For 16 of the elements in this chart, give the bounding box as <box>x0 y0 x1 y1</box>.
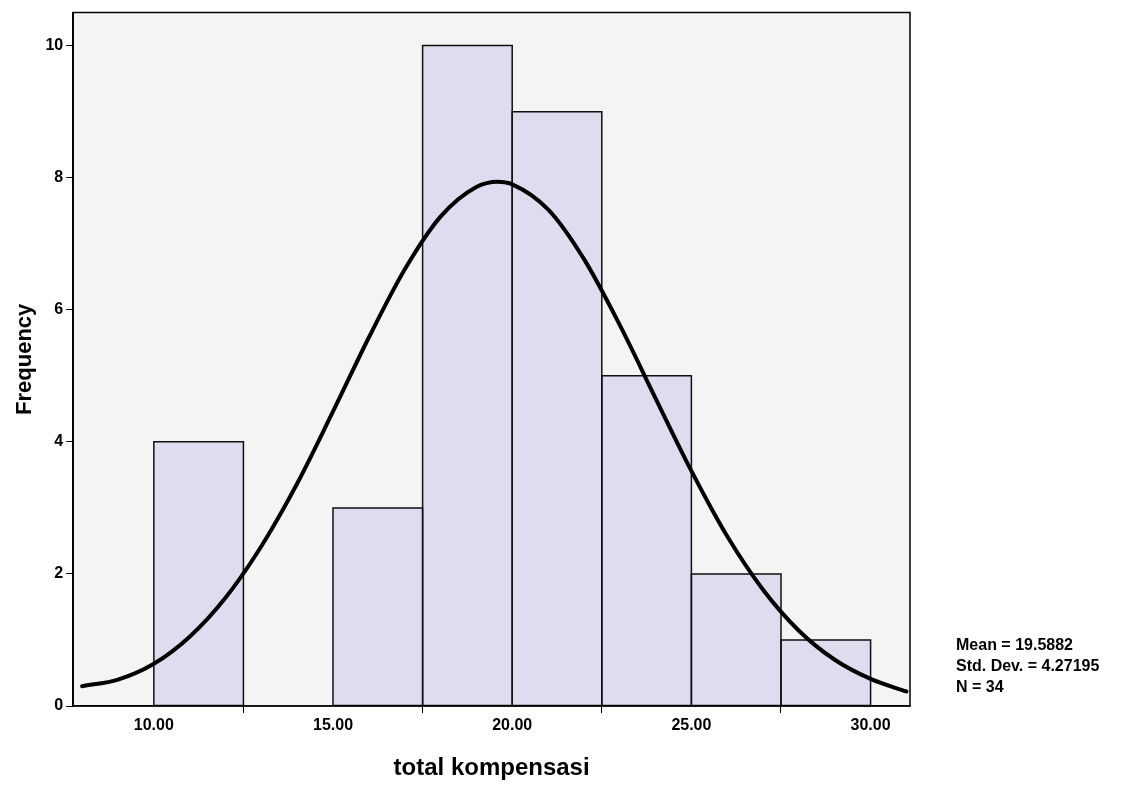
y-axis-title: Frequency <box>11 302 37 415</box>
x-tick-label: 20.00 <box>492 716 533 734</box>
text: N = 34 <box>956 678 1004 696</box>
x-tick-label: 15.00 <box>312 716 354 734</box>
text: Mean = 19.5882 <box>956 636 1074 654</box>
y-tick-label: 4 <box>54 432 64 450</box>
x-axis-title: total kompensasi <box>393 753 590 781</box>
x-tick-label: 30.00 <box>850 716 891 734</box>
y-tick-label: 0 <box>54 696 64 714</box>
x-tick-label: 25.00 <box>671 716 712 734</box>
y-tick-label: 10 <box>45 36 64 54</box>
y-tick-label: 2 <box>54 564 64 582</box>
y-tick-label: 8 <box>54 168 64 186</box>
x-tick-label: 10.00 <box>133 716 174 734</box>
y-tick-label: 6 <box>54 300 64 318</box>
text: Std. Dev. = 4.27195 <box>956 657 1100 675</box>
